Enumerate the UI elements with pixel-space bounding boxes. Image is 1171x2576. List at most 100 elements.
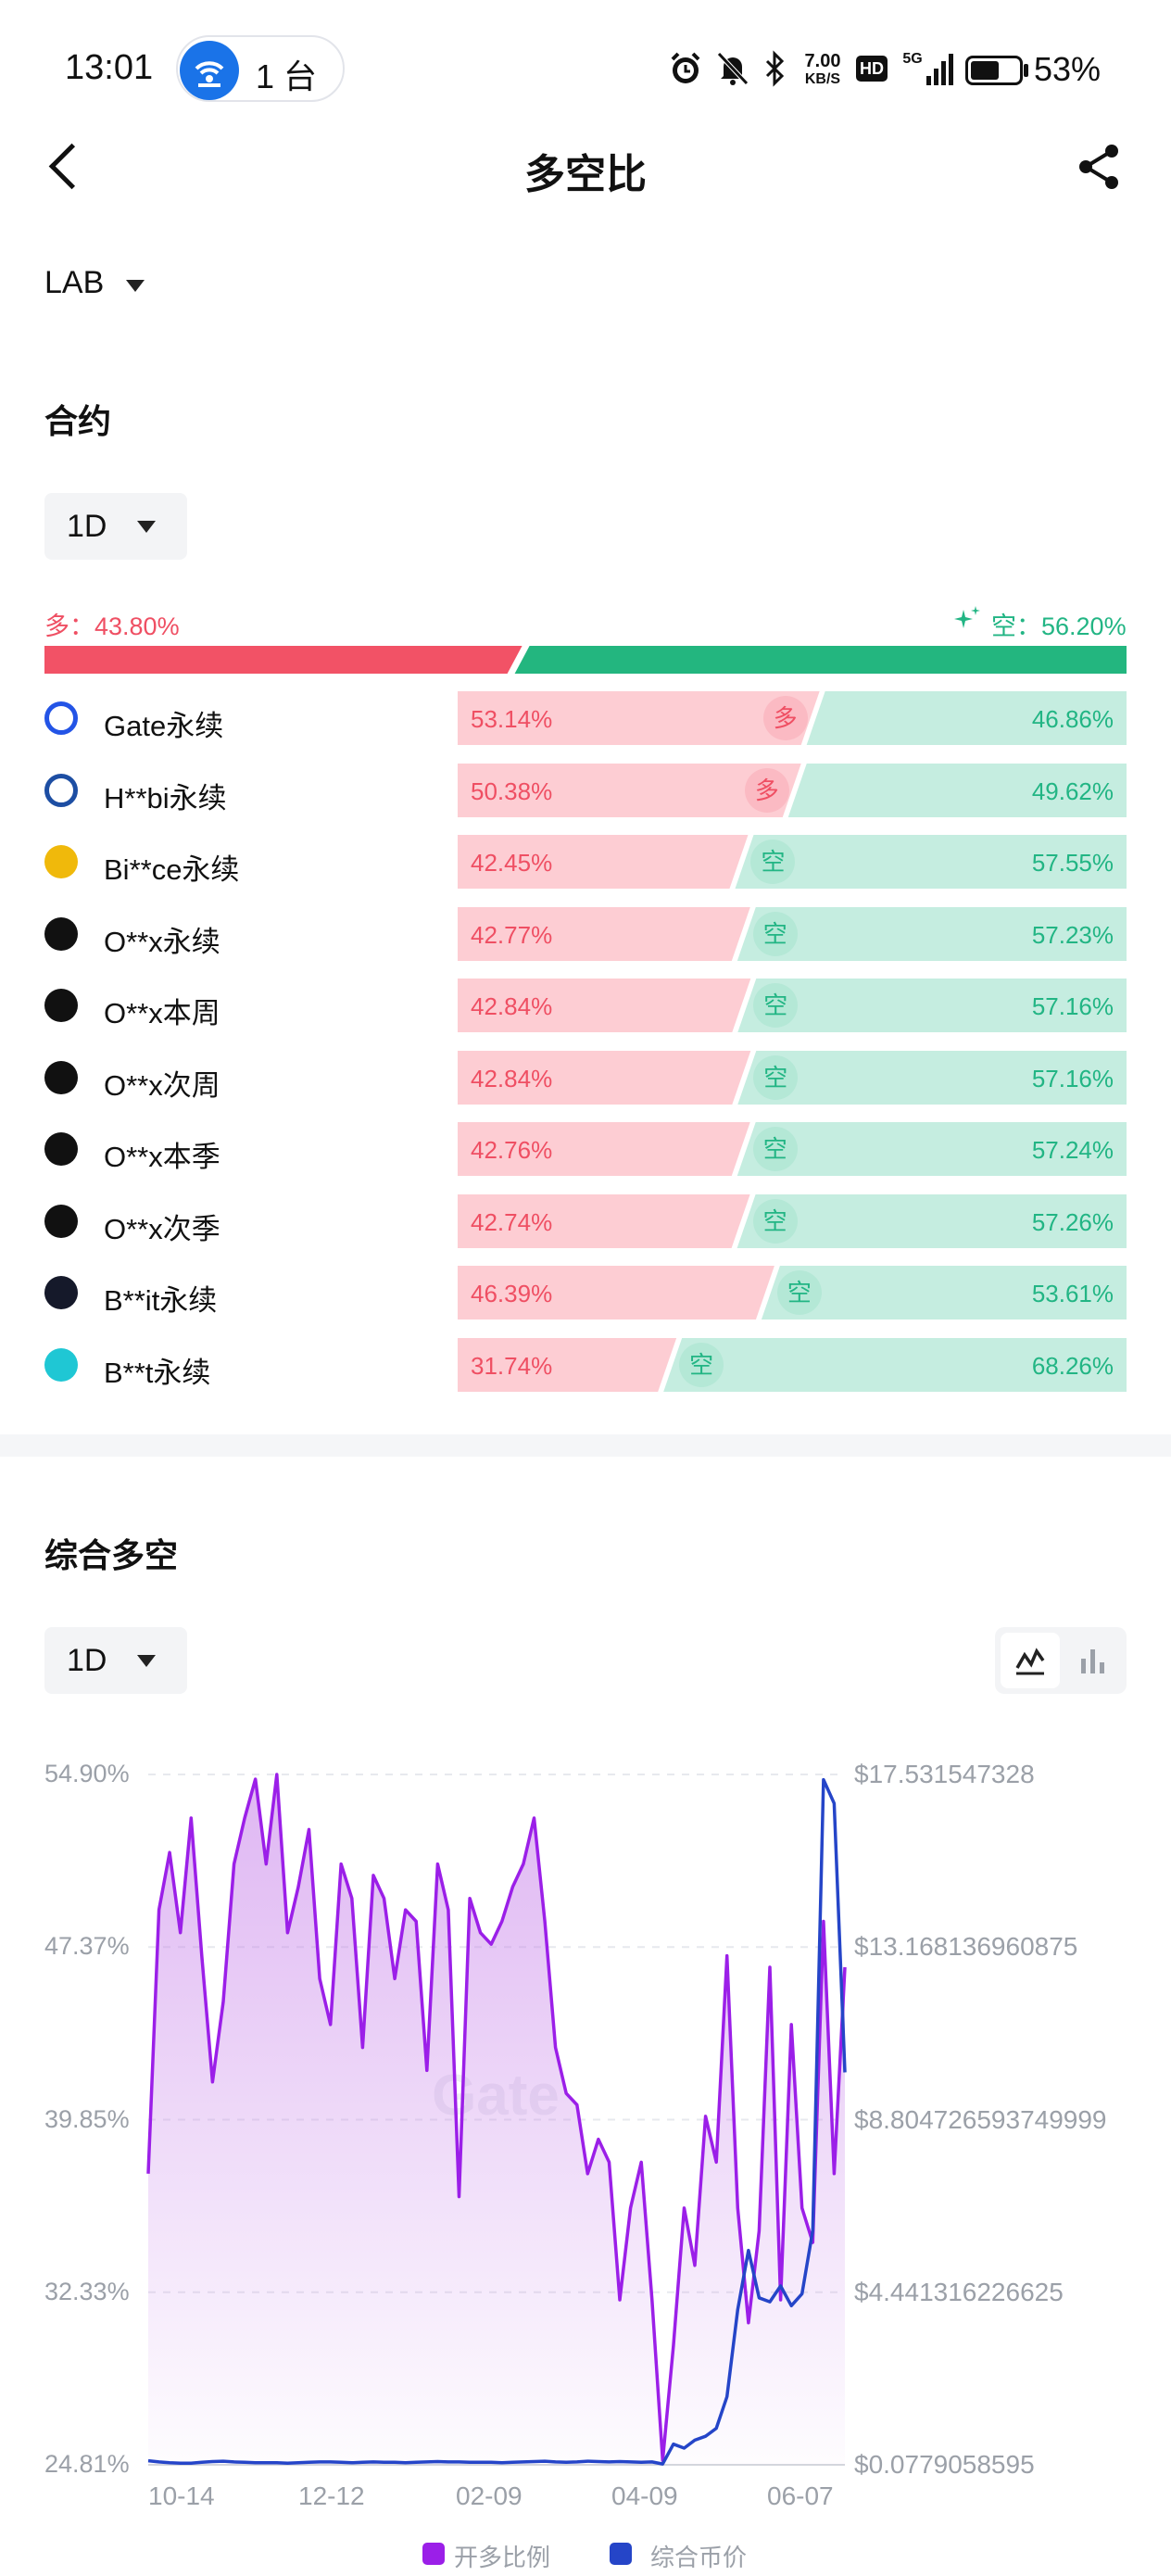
line-chart-toggle[interactable]: [1001, 1633, 1060, 1688]
long-percent: 42.77%: [471, 920, 553, 949]
short-segment: [787, 763, 1127, 817]
short-segment: [737, 979, 1127, 1032]
exchange-row[interactable]: B**t永续 31.74% 68.26% 空: [0, 1337, 1171, 1392]
coin-selector-value: LAB: [44, 265, 105, 300]
long-segment: [458, 763, 801, 817]
long-percent: 46.39%: [471, 1280, 553, 1307]
hotspot-pill[interactable]: [176, 35, 345, 102]
long-percent: 42.74%: [471, 1207, 553, 1236]
long-segment: [458, 1266, 774, 1320]
short-percent: 57.26%: [1031, 1207, 1114, 1236]
legend-label-price[interactable]: 综合币价: [650, 2544, 748, 2571]
long-percent: 42.45%: [471, 849, 553, 877]
share-icon[interactable]: [1077, 143, 1121, 191]
overall-long-bar: [44, 646, 523, 674]
exchange-row[interactable]: O**x本周 42.84% 57.16% 空: [0, 979, 1171, 1032]
long-segment: [458, 691, 820, 745]
long-percent: 42.84%: [471, 1064, 553, 1092]
short-percent: 53.61%: [1031, 1280, 1114, 1307]
composite-interval-value: 1D: [67, 1643, 107, 1678]
contract-section-title: 合约: [44, 402, 112, 440]
battery-tip: [1024, 64, 1028, 77]
long-segment: [458, 1122, 750, 1176]
binance-logo-icon: [44, 845, 78, 878]
exchange-row[interactable]: O**x本季 42.76% 57.24% 空: [0, 1122, 1171, 1176]
y-left-tick: 39.85%: [44, 2104, 130, 2133]
sparkle-icon: [954, 606, 980, 628]
exchange-row[interactable]: Bi**ce永续 42.45% 57.55% 空: [0, 835, 1171, 889]
exchange-ratio-bar: [458, 1266, 1127, 1320]
hotspot-count: 1 台: [256, 57, 318, 95]
battery-icon: [965, 56, 1023, 85]
exchange-row[interactable]: H**bi永续 50.38% 49.62% 多: [0, 763, 1171, 817]
short-segment: [806, 691, 1127, 745]
exchange-ratio-bar: [458, 1050, 1127, 1105]
exchange-row[interactable]: B**it永续 46.39% 53.61% 空: [0, 1266, 1171, 1320]
y-right-tick: $4.441316226625: [854, 2277, 1064, 2306]
net-speed-unit: KB/S: [804, 71, 841, 87]
page-title: 多空比: [524, 152, 647, 197]
hd-icon: HD: [856, 56, 888, 82]
exchange-name: Gate永续: [104, 710, 224, 742]
short-percent: 57.16%: [1031, 992, 1114, 1020]
wifi-hotspot-icon: [180, 41, 239, 100]
composite-interval-dropdown[interactable]: 1D: [44, 1627, 187, 1694]
short-badge: 空: [679, 1342, 724, 1387]
contract-interval-value: 1D: [67, 509, 107, 544]
long-segment: [458, 835, 749, 889]
battery-percent: 53%: [1034, 50, 1102, 88]
price-line: [147, 1777, 847, 2466]
huobi-logo-icon: [44, 773, 78, 807]
short-segment: [737, 906, 1127, 961]
short-badge: 空: [752, 1127, 798, 1171]
bar-chart-toggle[interactable]: [1065, 1633, 1121, 1688]
net-speed-value: 7.00: [804, 51, 841, 71]
overall-short-bar: [514, 646, 1127, 674]
short-badge: 空: [752, 1198, 798, 1244]
long-percent: 50.38%: [471, 777, 553, 805]
short-badge: 空: [753, 1054, 799, 1100]
contract-interval-dropdown[interactable]: 1D: [44, 493, 187, 560]
short-segment: [663, 1337, 1127, 1392]
okx-logo-icon: [44, 1132, 78, 1166]
x-tick: 04-09: [611, 2481, 678, 2510]
signal-5g-icon: [926, 54, 953, 85]
long-percent: 53.14%: [471, 705, 553, 733]
long-segment: [458, 1050, 751, 1105]
overall-short-label: 空：56.20%: [991, 612, 1127, 640]
short-segment: [737, 1193, 1127, 1248]
exchange-name: O**x次季: [104, 1212, 220, 1245]
short-segment: [735, 835, 1127, 889]
exchange-row[interactable]: O**x永续 42.77% 57.23% 空: [0, 906, 1171, 961]
bitget-logo-icon: [44, 1347, 78, 1382]
exchange-row[interactable]: Gate永续 53.14% 46.86% 多: [0, 691, 1171, 745]
exchange-ratio-bar: [458, 835, 1127, 889]
short-percent: 57.23%: [1031, 920, 1114, 949]
legend-label-long[interactable]: 开多比例: [454, 2544, 551, 2571]
alarm-icon: [671, 52, 700, 83]
exchange-name: O**x本周: [104, 997, 220, 1029]
x-tick: 02-09: [456, 2481, 523, 2510]
coin-selector[interactable]: LAB: [44, 261, 156, 308]
exchange-ratio-bar: [458, 1193, 1127, 1248]
short-percent: 57.16%: [1031, 1064, 1114, 1092]
okx-logo-icon: [44, 1204, 78, 1238]
gate-watermark: Gate: [432, 2064, 560, 2128]
y-left-tick: 47.37%: [44, 1932, 130, 1961]
long-percent: 42.76%: [471, 1136, 553, 1164]
caret-down-icon: [126, 280, 145, 292]
long-segment: [458, 906, 750, 961]
mute-bell-icon: [717, 52, 749, 85]
overall-ratio-bar: [44, 646, 1127, 674]
y-right-tick: $0.0779058595: [854, 2450, 1035, 2479]
exchange-name: B**t永续: [104, 1356, 211, 1389]
exchange-row[interactable]: O**x次周 42.84% 57.16% 空: [0, 1050, 1171, 1105]
short-percent: 57.24%: [1031, 1136, 1114, 1164]
y-right-tick: $13.168136960875: [854, 1932, 1078, 1962]
long-percent: 31.74%: [471, 1351, 553, 1380]
exchange-ratio-bar: [458, 691, 1127, 745]
x-tick: 10-14: [148, 2481, 215, 2510]
short-badge: 空: [750, 840, 796, 884]
exchange-row[interactable]: O**x次季 42.74% 57.26% 空: [0, 1193, 1171, 1248]
okx-logo-icon: [44, 916, 78, 951]
